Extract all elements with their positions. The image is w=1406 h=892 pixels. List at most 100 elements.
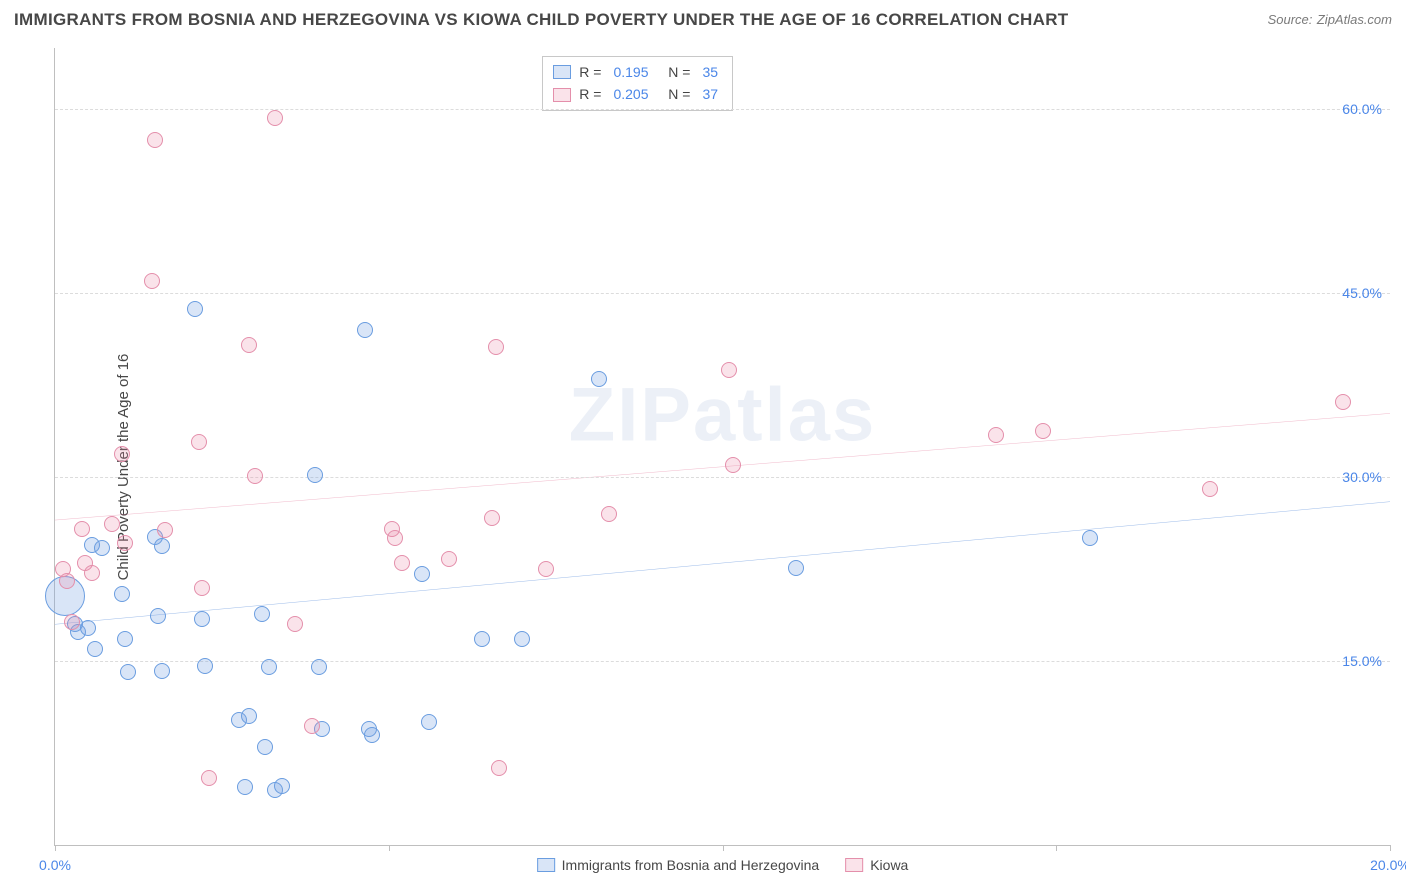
data-point: [94, 540, 110, 556]
chart-header: IMMIGRANTS FROM BOSNIA AND HERZEGOVINA V…: [14, 10, 1392, 30]
data-point: [1035, 423, 1051, 439]
data-point: [144, 273, 160, 289]
data-point: [120, 664, 136, 680]
data-point: [114, 446, 130, 462]
n-label: N =: [661, 61, 691, 83]
data-point: [364, 727, 380, 743]
data-point: [307, 467, 323, 483]
data-point: [191, 434, 207, 450]
data-point: [1335, 394, 1351, 410]
chart-container: Child Poverty Under the Age of 16 ZIPatl…: [10, 48, 1396, 886]
data-point: [1082, 530, 1098, 546]
r-label: R =: [579, 61, 601, 83]
data-point: [237, 779, 253, 795]
data-point: [201, 770, 217, 786]
data-point: [725, 457, 741, 473]
n-value-series2: 37: [702, 83, 718, 105]
data-point: [154, 663, 170, 679]
data-point: [491, 760, 507, 776]
data-point: [488, 339, 504, 355]
data-point: [150, 608, 166, 624]
data-point: [194, 611, 210, 627]
data-point: [84, 565, 100, 581]
data-point: [1202, 481, 1218, 497]
x-tick: [1056, 845, 1057, 851]
gridline-h: [55, 293, 1390, 294]
data-point: [304, 718, 320, 734]
data-point: [247, 468, 263, 484]
x-tick-label: 20.0%: [1370, 857, 1406, 873]
data-point: [261, 659, 277, 675]
data-point: [104, 516, 120, 532]
data-point: [157, 522, 173, 538]
gridline-h: [55, 109, 1390, 110]
gridline-h: [55, 661, 1390, 662]
data-point: [154, 538, 170, 554]
data-point: [441, 551, 457, 567]
data-point: [988, 427, 1004, 443]
correlation-legend: R = 0.195 N = 35 R = 0.205 N = 37: [542, 56, 733, 111]
data-point: [357, 322, 373, 338]
data-point: [80, 620, 96, 636]
data-point: [197, 658, 213, 674]
data-point: [254, 606, 270, 622]
y-tick-label: 60.0%: [1342, 101, 1382, 117]
y-tick-label: 30.0%: [1342, 469, 1382, 485]
y-tick-label: 15.0%: [1342, 653, 1382, 669]
correlation-row-series1: R = 0.195 N = 35: [553, 61, 722, 83]
data-point: [64, 614, 80, 630]
watermark: ZIPatlas: [569, 371, 876, 458]
swatch-series2: [553, 88, 571, 102]
n-value-series1: 35: [702, 61, 718, 83]
data-point: [287, 616, 303, 632]
data-point: [117, 535, 133, 551]
data-point: [147, 132, 163, 148]
legend-swatch-series2: [845, 858, 863, 872]
source-value: ZipAtlas.com: [1317, 12, 1392, 27]
trend-line: [55, 502, 1390, 625]
x-tick: [723, 845, 724, 851]
legend-item-series2: Kiowa: [845, 857, 908, 873]
legend-item-series1: Immigrants from Bosnia and Herzegovina: [537, 857, 820, 873]
data-point: [514, 631, 530, 647]
data-point: [474, 631, 490, 647]
trend-lines-layer: [55, 48, 1390, 845]
data-point: [74, 521, 90, 537]
x-tick: [389, 845, 390, 851]
n-label: N =: [661, 83, 691, 105]
x-tick: [55, 845, 56, 851]
swatch-series1: [553, 65, 571, 79]
series-legend: Immigrants from Bosnia and Herzegovina K…: [537, 857, 909, 873]
data-point: [194, 580, 210, 596]
data-point: [788, 560, 804, 576]
data-point: [187, 301, 203, 317]
data-point: [394, 555, 410, 571]
data-point: [241, 708, 257, 724]
legend-label-series2: Kiowa: [870, 857, 908, 873]
data-point: [601, 506, 617, 522]
data-point: [721, 362, 737, 378]
data-point: [538, 561, 554, 577]
legend-label-series1: Immigrants from Bosnia and Herzegovina: [562, 857, 820, 873]
data-point: [117, 631, 133, 647]
source: Source: ZipAtlas.com: [1268, 11, 1392, 29]
data-point: [591, 371, 607, 387]
y-tick-label: 45.0%: [1342, 285, 1382, 301]
chart-title: IMMIGRANTS FROM BOSNIA AND HERZEGOVINA V…: [14, 10, 1068, 30]
data-point: [414, 566, 430, 582]
data-point: [274, 778, 290, 794]
data-point: [311, 659, 327, 675]
data-point: [257, 739, 273, 755]
data-point: [484, 510, 500, 526]
data-point: [421, 714, 437, 730]
x-tick-label: 0.0%: [39, 857, 71, 873]
data-point: [59, 573, 75, 589]
r-value-series1: 0.195: [613, 61, 648, 83]
trend-line: [55, 413, 1390, 520]
r-value-series2: 0.205: [613, 83, 648, 105]
data-point: [87, 641, 103, 657]
plot-area: ZIPatlas R = 0.195 N = 35 R = 0.205 N = …: [54, 48, 1390, 846]
source-label: Source:: [1268, 12, 1313, 27]
data-point: [241, 337, 257, 353]
legend-swatch-series1: [537, 858, 555, 872]
